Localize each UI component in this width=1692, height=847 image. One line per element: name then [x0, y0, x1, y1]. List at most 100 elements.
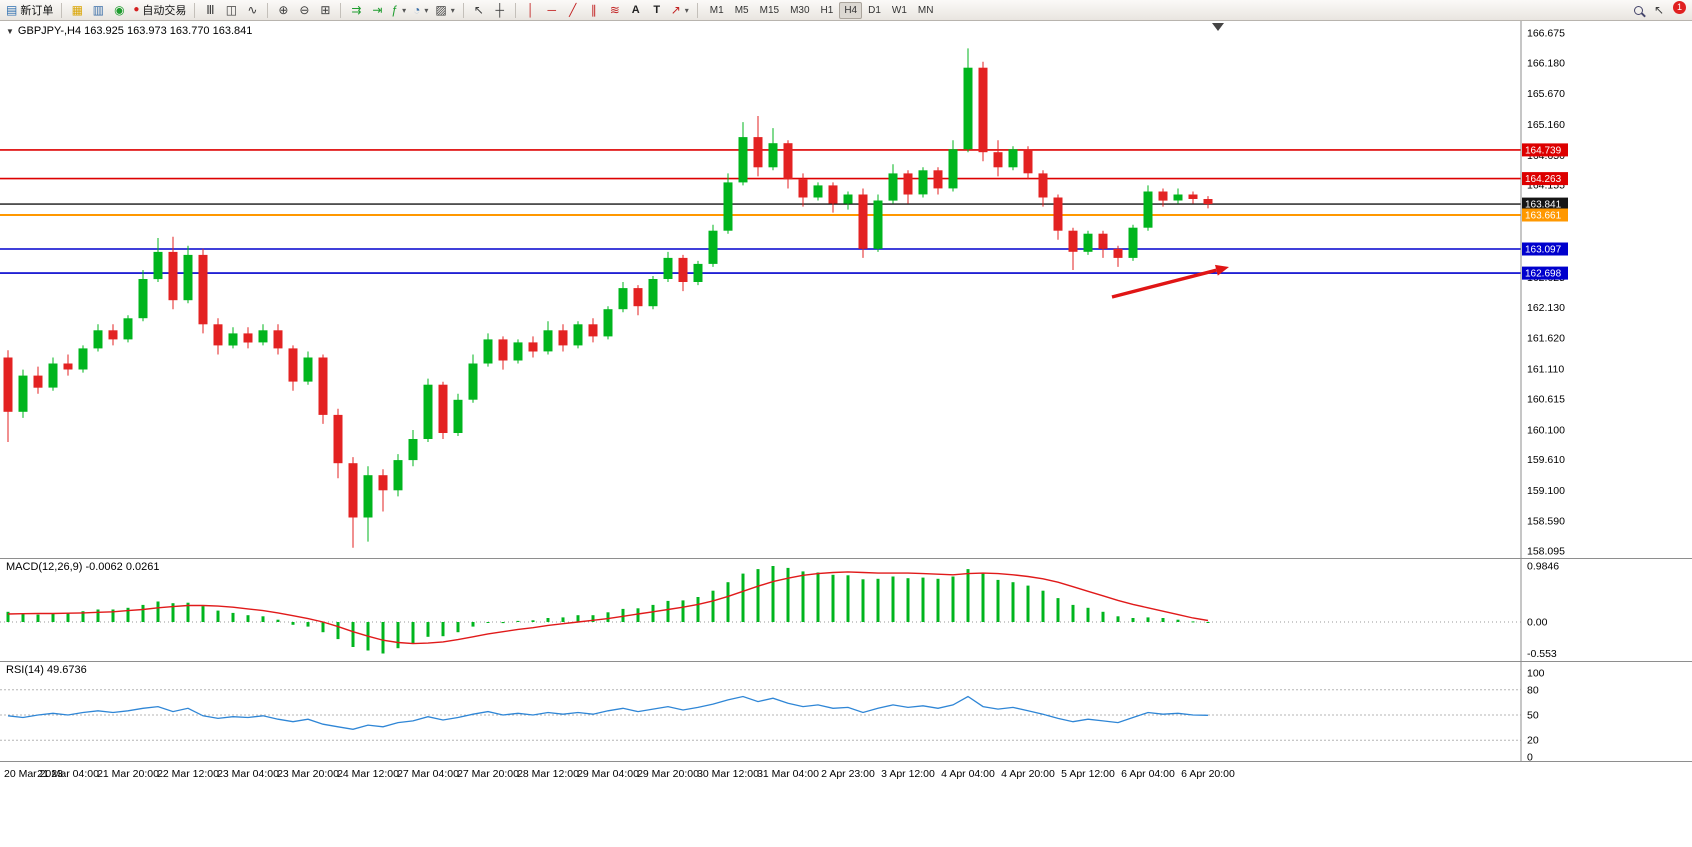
candle-body [888, 173, 898, 201]
candle-body [228, 333, 238, 346]
time-axis-label: 31 Mar 04:00 [757, 768, 819, 780]
zoom-out-button[interactable]: ⊖ [294, 1, 314, 20]
profiles-button[interactable]: ▥ [88, 1, 108, 20]
notification-badge[interactable]: 1 [1673, 0, 1686, 14]
bar-chart-icon: Ⅲ [206, 3, 215, 17]
price-axis-label: 165.160 [1527, 119, 1565, 131]
candle-body [408, 439, 418, 461]
candle-body [813, 185, 823, 198]
candle-body [858, 194, 868, 249]
timeframe-m5-button[interactable]: M5 [734, 4, 749, 16]
market-watch-button[interactable]: ◉ [109, 1, 129, 20]
timeframe-m15-button[interactable]: M15 [759, 4, 780, 16]
new-order-button[interactable]: ▤ 新订单 [3, 1, 56, 20]
time-axis-label: 21 Mar 20:00 [97, 768, 159, 780]
toolbar: ▤ 新订单 ▦ ▥ ◉ ● 自动交易 Ⅲ ◫ ∿ ⊕ ⊖ ⊞ ⇉ ⇥ ƒ ▾ [0, 0, 1692, 21]
arrow-annotation[interactable] [1111, 268, 1217, 299]
candle-body [678, 257, 688, 282]
rsi-panel[interactable]: 100 80 50 20 0 [0, 661, 1692, 761]
time-axis-label: 24 Mar 12:00 [337, 768, 399, 780]
candle-body [183, 254, 193, 301]
candle-body [723, 182, 733, 231]
toolbar-separator [514, 2, 516, 18]
candle-body [513, 342, 523, 361]
candle-body [123, 318, 133, 340]
auto-scroll-button[interactable]: ⇉ [346, 1, 366, 20]
macd-axis-label: 0.9846 [1527, 561, 1559, 573]
candle-body [663, 257, 673, 279]
vertical-line-tool[interactable]: │ [521, 1, 541, 20]
timeframe-w1-button[interactable]: W1 [891, 4, 907, 16]
zoom-in-button[interactable]: ⊕ [273, 1, 293, 20]
candle-body [753, 137, 763, 168]
timeframe-h4-button[interactable]: H4 [839, 1, 863, 19]
macd-signal-line [7, 571, 1209, 645]
timeframe-h1-button[interactable]: H1 [820, 4, 834, 16]
price-axis-label: 162.130 [1527, 302, 1565, 314]
candle-body [828, 185, 838, 204]
horizontal-line-tool[interactable]: ─ [542, 1, 562, 20]
price-tag-163.097: 163.097 [1522, 242, 1568, 256]
candle-body [78, 348, 88, 370]
line-chart-icon: ∿ [247, 3, 258, 17]
periods-dropdown[interactable]: ◔ ▾ [410, 1, 431, 20]
price-tag-163.661: 163.661 [1522, 208, 1568, 222]
search-button[interactable] [1628, 1, 1648, 20]
chevron-down-icon: ▾ [450, 5, 455, 15]
charts-menu-button[interactable]: ▦ [67, 1, 87, 20]
timeframe-d1-button[interactable]: D1 [868, 4, 881, 16]
zoom-out-icon: ⊖ [299, 3, 310, 17]
time-axis[interactable]: 20 Mar 2023 21 Mar 04:00 21 Mar 20:00 22 Ma… [0, 761, 1692, 847]
fibonacci-icon: ≋ [609, 3, 620, 17]
candlestick-chart-button[interactable]: ◫ [221, 1, 241, 20]
fibonacci-tool[interactable]: ≋ [605, 1, 625, 20]
time-axis-label: 3 Apr 12:00 [881, 768, 935, 780]
text-label-tool[interactable]: T [647, 1, 667, 20]
toolbar-separator [462, 2, 464, 18]
candle-body [213, 324, 223, 346]
candle-body [633, 288, 643, 307]
candle-body [978, 67, 988, 153]
bar-chart-button[interactable]: Ⅲ [200, 1, 220, 20]
one-click-collapse-icon[interactable]: ▼ [6, 27, 14, 36]
candle-body [798, 179, 808, 198]
text-tool[interactable]: A [626, 1, 646, 20]
arrows-dropdown[interactable]: ↗ ▾ [668, 1, 692, 20]
autotrading-button[interactable]: ● 自动交易 [130, 1, 189, 20]
price-tag-164.739: 164.739 [1522, 143, 1568, 157]
candle-body [948, 149, 958, 189]
arrow-annotation-head[interactable] [1215, 264, 1229, 276]
macd-label: MACD(12,26,9) -0.0062 0.0261 [6, 561, 160, 573]
macd-panel[interactable]: 0.9846 0.00 -0.553 [0, 558, 1692, 661]
line-chart-button[interactable]: ∿ [242, 1, 262, 20]
trendline-tool[interactable]: ╱ [563, 1, 583, 20]
timeframe-m30-button[interactable]: M30 [790, 4, 810, 16]
cursor-icon: ↖ [473, 3, 484, 17]
candle-body [873, 200, 883, 249]
timeframe-mn-button[interactable]: MN [917, 4, 934, 16]
candles [3, 48, 1213, 548]
cursor-tool-button[interactable]: ↖ [469, 1, 489, 20]
arrow-objects-icon: ↗ [670, 3, 681, 17]
chart-shift-icon: ⇥ [372, 3, 383, 17]
macd-axis-label: 0.00 [1527, 617, 1548, 629]
time-axis-label: 29 Mar 04:00 [577, 768, 639, 780]
main-chart-panel[interactable]: 166.675166.180165.670165.160164.650164.1… [0, 21, 1692, 558]
candle-body [93, 330, 103, 349]
tile-windows-button[interactable]: ⊞ [315, 1, 335, 20]
chart-shift-marker[interactable] [1212, 23, 1224, 31]
pointer-button[interactable]: ↖ [1649, 1, 1669, 20]
toolbar-separator [696, 2, 698, 18]
templates-dropdown[interactable]: ▨ ▾ [432, 1, 457, 20]
candle-body [783, 143, 793, 180]
crosshair-tool-button[interactable]: ┼ [490, 1, 510, 20]
indicators-dropdown[interactable]: ƒ ▾ [388, 1, 409, 20]
channel-tool[interactable]: ∥ [584, 1, 604, 20]
chart-shift-button[interactable]: ⇥ [367, 1, 387, 20]
price-axis-label: 160.100 [1527, 425, 1565, 437]
timeframe-m1-button[interactable]: M1 [709, 4, 724, 16]
time-axis-label: 6 Apr 04:00 [1121, 768, 1175, 780]
candle-body [3, 357, 13, 412]
candle-body [438, 384, 448, 433]
candle-body [933, 170, 943, 189]
